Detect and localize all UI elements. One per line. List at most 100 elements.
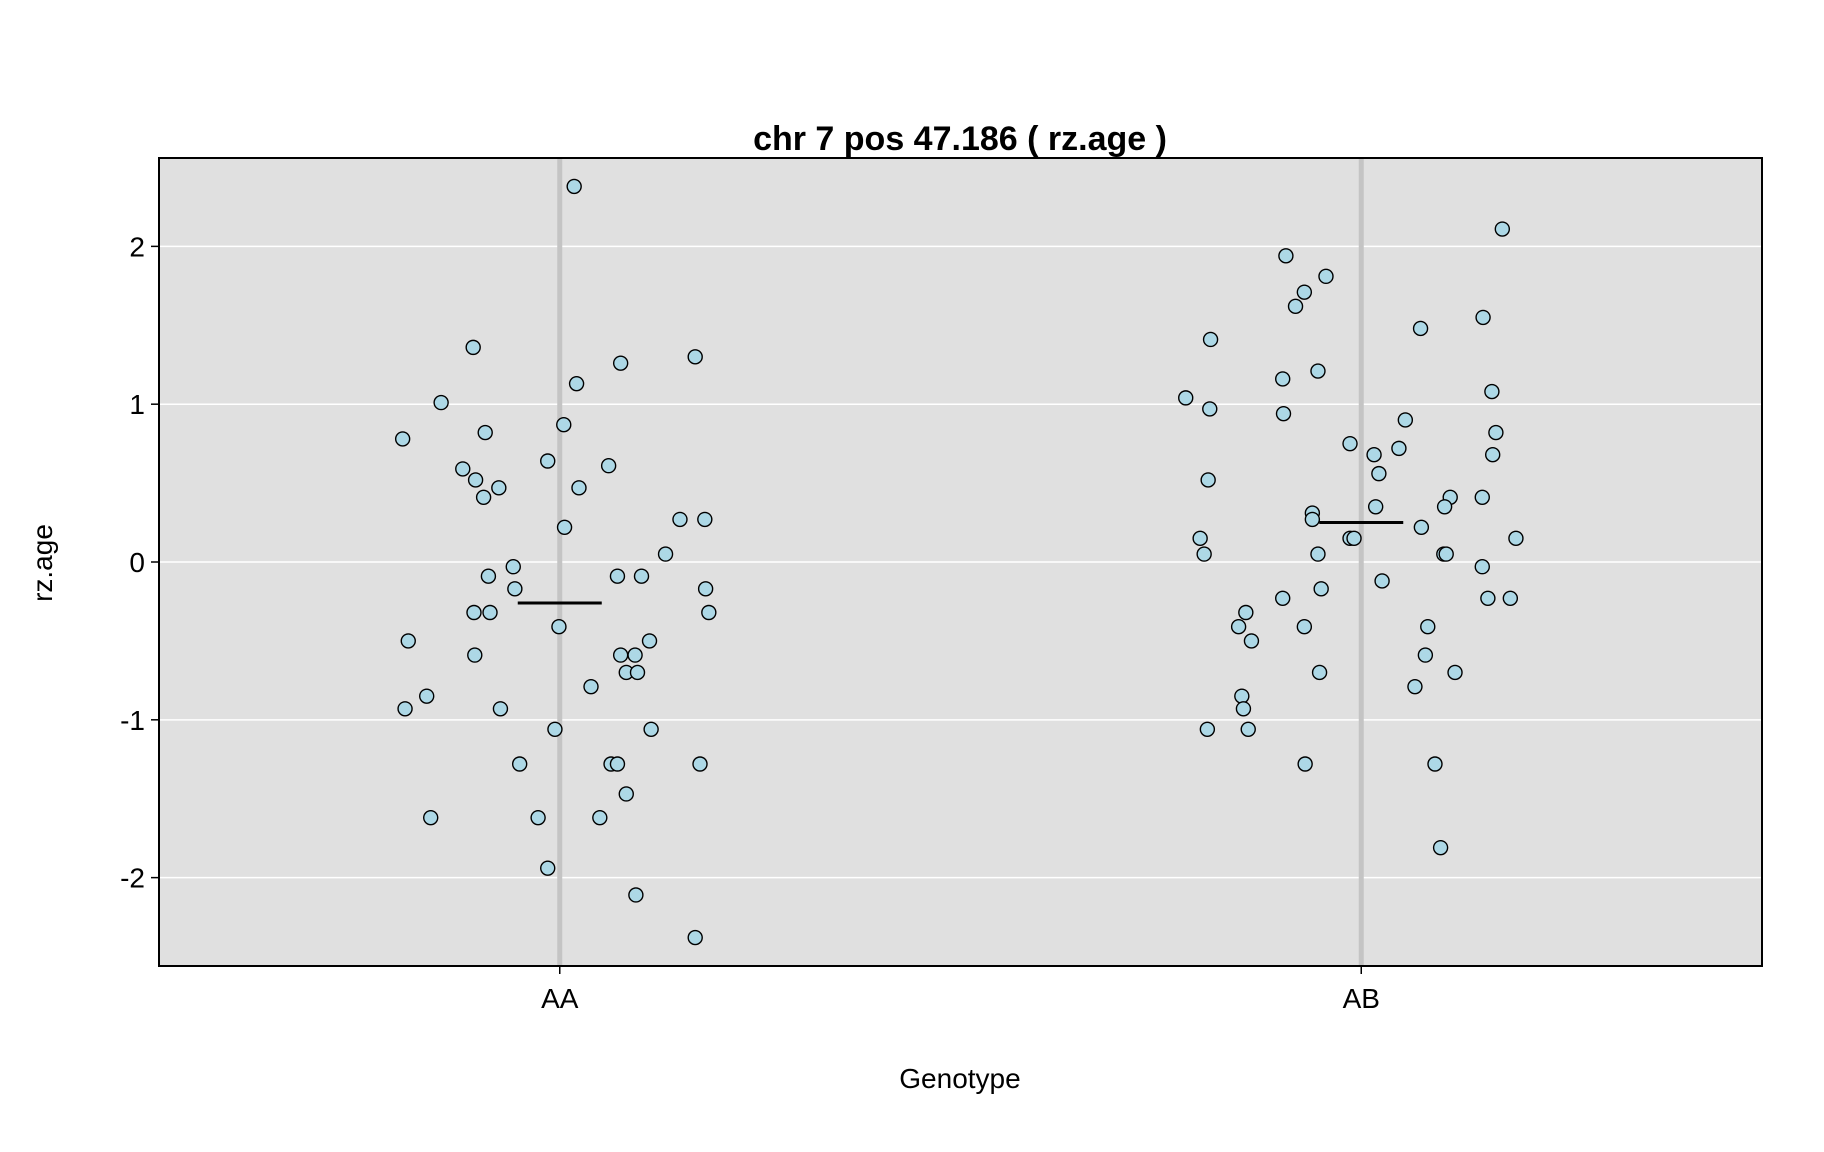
data-point-ab-56 <box>1297 756 1313 772</box>
data-point-ab-57 <box>1427 756 1443 772</box>
data-point-ab-41 <box>1480 590 1496 606</box>
data-point-aa-34 <box>627 647 643 663</box>
data-point-aa-13 <box>475 489 492 505</box>
data-point-aa-53 <box>687 929 703 946</box>
data-point-ab-15 <box>1488 424 1504 441</box>
data-point-ab-10 <box>1484 383 1500 400</box>
data-point-aa-30 <box>400 633 416 649</box>
data-point-aa-43 <box>511 756 528 772</box>
data-point-aa-22 <box>609 568 626 584</box>
data-point-aa-51 <box>540 860 556 876</box>
data-point-aa-40 <box>492 701 509 717</box>
data-point-ab-25 <box>1367 499 1384 515</box>
data-point-ab-3 <box>1296 284 1313 300</box>
y-tick-label-3: 1 <box>129 389 145 420</box>
data-point-aa-27 <box>482 604 498 621</box>
data-point-aa-33 <box>612 647 629 663</box>
data-point-ab-24 <box>1436 499 1453 515</box>
data-point-aa-16 <box>556 519 573 535</box>
data-point-ab-28 <box>1413 519 1430 535</box>
data-point-aa-1 <box>465 339 481 356</box>
data-point-ab-19 <box>1484 446 1501 463</box>
data-point-aa-31 <box>641 633 658 649</box>
data-point-ab-43 <box>1238 604 1254 621</box>
data-point-ab-21 <box>1200 472 1216 488</box>
data-point-aa-42 <box>643 721 659 737</box>
data-point-aa-20 <box>505 559 521 575</box>
data-point-ab-55 <box>1240 721 1256 737</box>
data-point-ab-34 <box>1310 546 1326 562</box>
data-point-aa-36 <box>629 664 646 681</box>
data-point-ab-14 <box>1397 412 1414 428</box>
y-axis-label: rz.age <box>27 524 58 602</box>
data-point-aa-10 <box>540 453 556 469</box>
data-point-ab-36 <box>1438 546 1454 562</box>
data-point-aa-29 <box>551 619 567 635</box>
plot-area: -2 -1 0 1 2 AA AB <box>120 157 1763 1014</box>
data-point-aa-37 <box>583 678 599 695</box>
data-point-aa-41 <box>547 721 563 737</box>
data-point-aa-26 <box>466 604 482 621</box>
data-point-ab-51 <box>1407 678 1423 695</box>
data-point-aa-45 <box>609 756 626 772</box>
data-point-aa-2 <box>612 355 629 371</box>
data-point-aa-24 <box>507 581 523 597</box>
y-tick-label-4: 2 <box>129 231 145 262</box>
data-point-ab-2 <box>1318 268 1334 285</box>
data-point-ab-4 <box>1287 298 1304 315</box>
data-point-ab-16 <box>1342 435 1358 452</box>
data-point-ab-40 <box>1275 590 1291 606</box>
chart-title: chr 7 pos 47.186 ( rz.age ) <box>753 120 1167 158</box>
data-point-ab-29 <box>1192 530 1208 547</box>
data-point-ab-45 <box>1296 619 1313 635</box>
x-axis-label: Genotype <box>899 1063 1020 1094</box>
data-point-ab-17 <box>1391 440 1407 457</box>
y-tick-label-2: 0 <box>129 547 145 578</box>
data-point-ab-9 <box>1275 371 1291 387</box>
data-point-aa-14 <box>491 480 507 496</box>
data-point-ab-42 <box>1502 590 1519 606</box>
data-point-aa-4 <box>568 375 585 392</box>
data-point-ab-48 <box>1417 647 1434 663</box>
data-point-aa-0 <box>566 178 582 195</box>
data-point-aa-28 <box>701 604 717 621</box>
data-point-aa-15 <box>571 480 587 496</box>
data-point-aa-6 <box>394 431 411 447</box>
data-point-ab-8 <box>1310 363 1326 379</box>
data-point-ab-20 <box>1371 465 1387 482</box>
y-tick-label-1: -1 <box>120 705 145 736</box>
data-point-ab-58 <box>1432 839 1449 856</box>
data-point-ab-7 <box>1202 331 1219 348</box>
data-point-ab-23 <box>1474 489 1490 505</box>
data-point-ab-39 <box>1313 581 1329 597</box>
data-point-ab-52 <box>1234 688 1250 704</box>
data-point-ab-44 <box>1230 619 1247 635</box>
data-point-ab-32 <box>1508 530 1524 547</box>
data-point-aa-38 <box>419 688 435 704</box>
data-point-aa-19 <box>657 546 674 562</box>
data-point-ab-37 <box>1474 559 1490 575</box>
data-point-ab-49 <box>1311 664 1328 681</box>
data-point-aa-18 <box>697 511 713 528</box>
data-point-ab-47 <box>1243 633 1260 649</box>
data-point-ab-6 <box>1412 320 1429 337</box>
data-point-ab-11 <box>1178 390 1194 406</box>
data-point-ab-54 <box>1199 721 1216 737</box>
data-point-ab-50 <box>1447 664 1463 681</box>
data-point-aa-8 <box>477 424 493 441</box>
data-point-aa-25 <box>697 581 714 597</box>
data-point-aa-17 <box>672 511 688 528</box>
data-point-aa-46 <box>692 756 708 772</box>
data-point-ab-1 <box>1278 248 1294 264</box>
data-point-aa-9 <box>455 461 471 477</box>
data-point-aa-5 <box>433 394 449 411</box>
data-point-ab-0 <box>1494 221 1511 237</box>
data-point-aa-48 <box>423 809 439 826</box>
data-point-ab-53 <box>1235 701 1252 717</box>
data-point-ab-31 <box>1346 530 1362 547</box>
data-point-aa-3 <box>687 349 703 365</box>
data-point-ab-5 <box>1475 309 1491 326</box>
data-point-ab-33 <box>1196 546 1212 562</box>
data-point-aa-12 <box>467 472 484 488</box>
